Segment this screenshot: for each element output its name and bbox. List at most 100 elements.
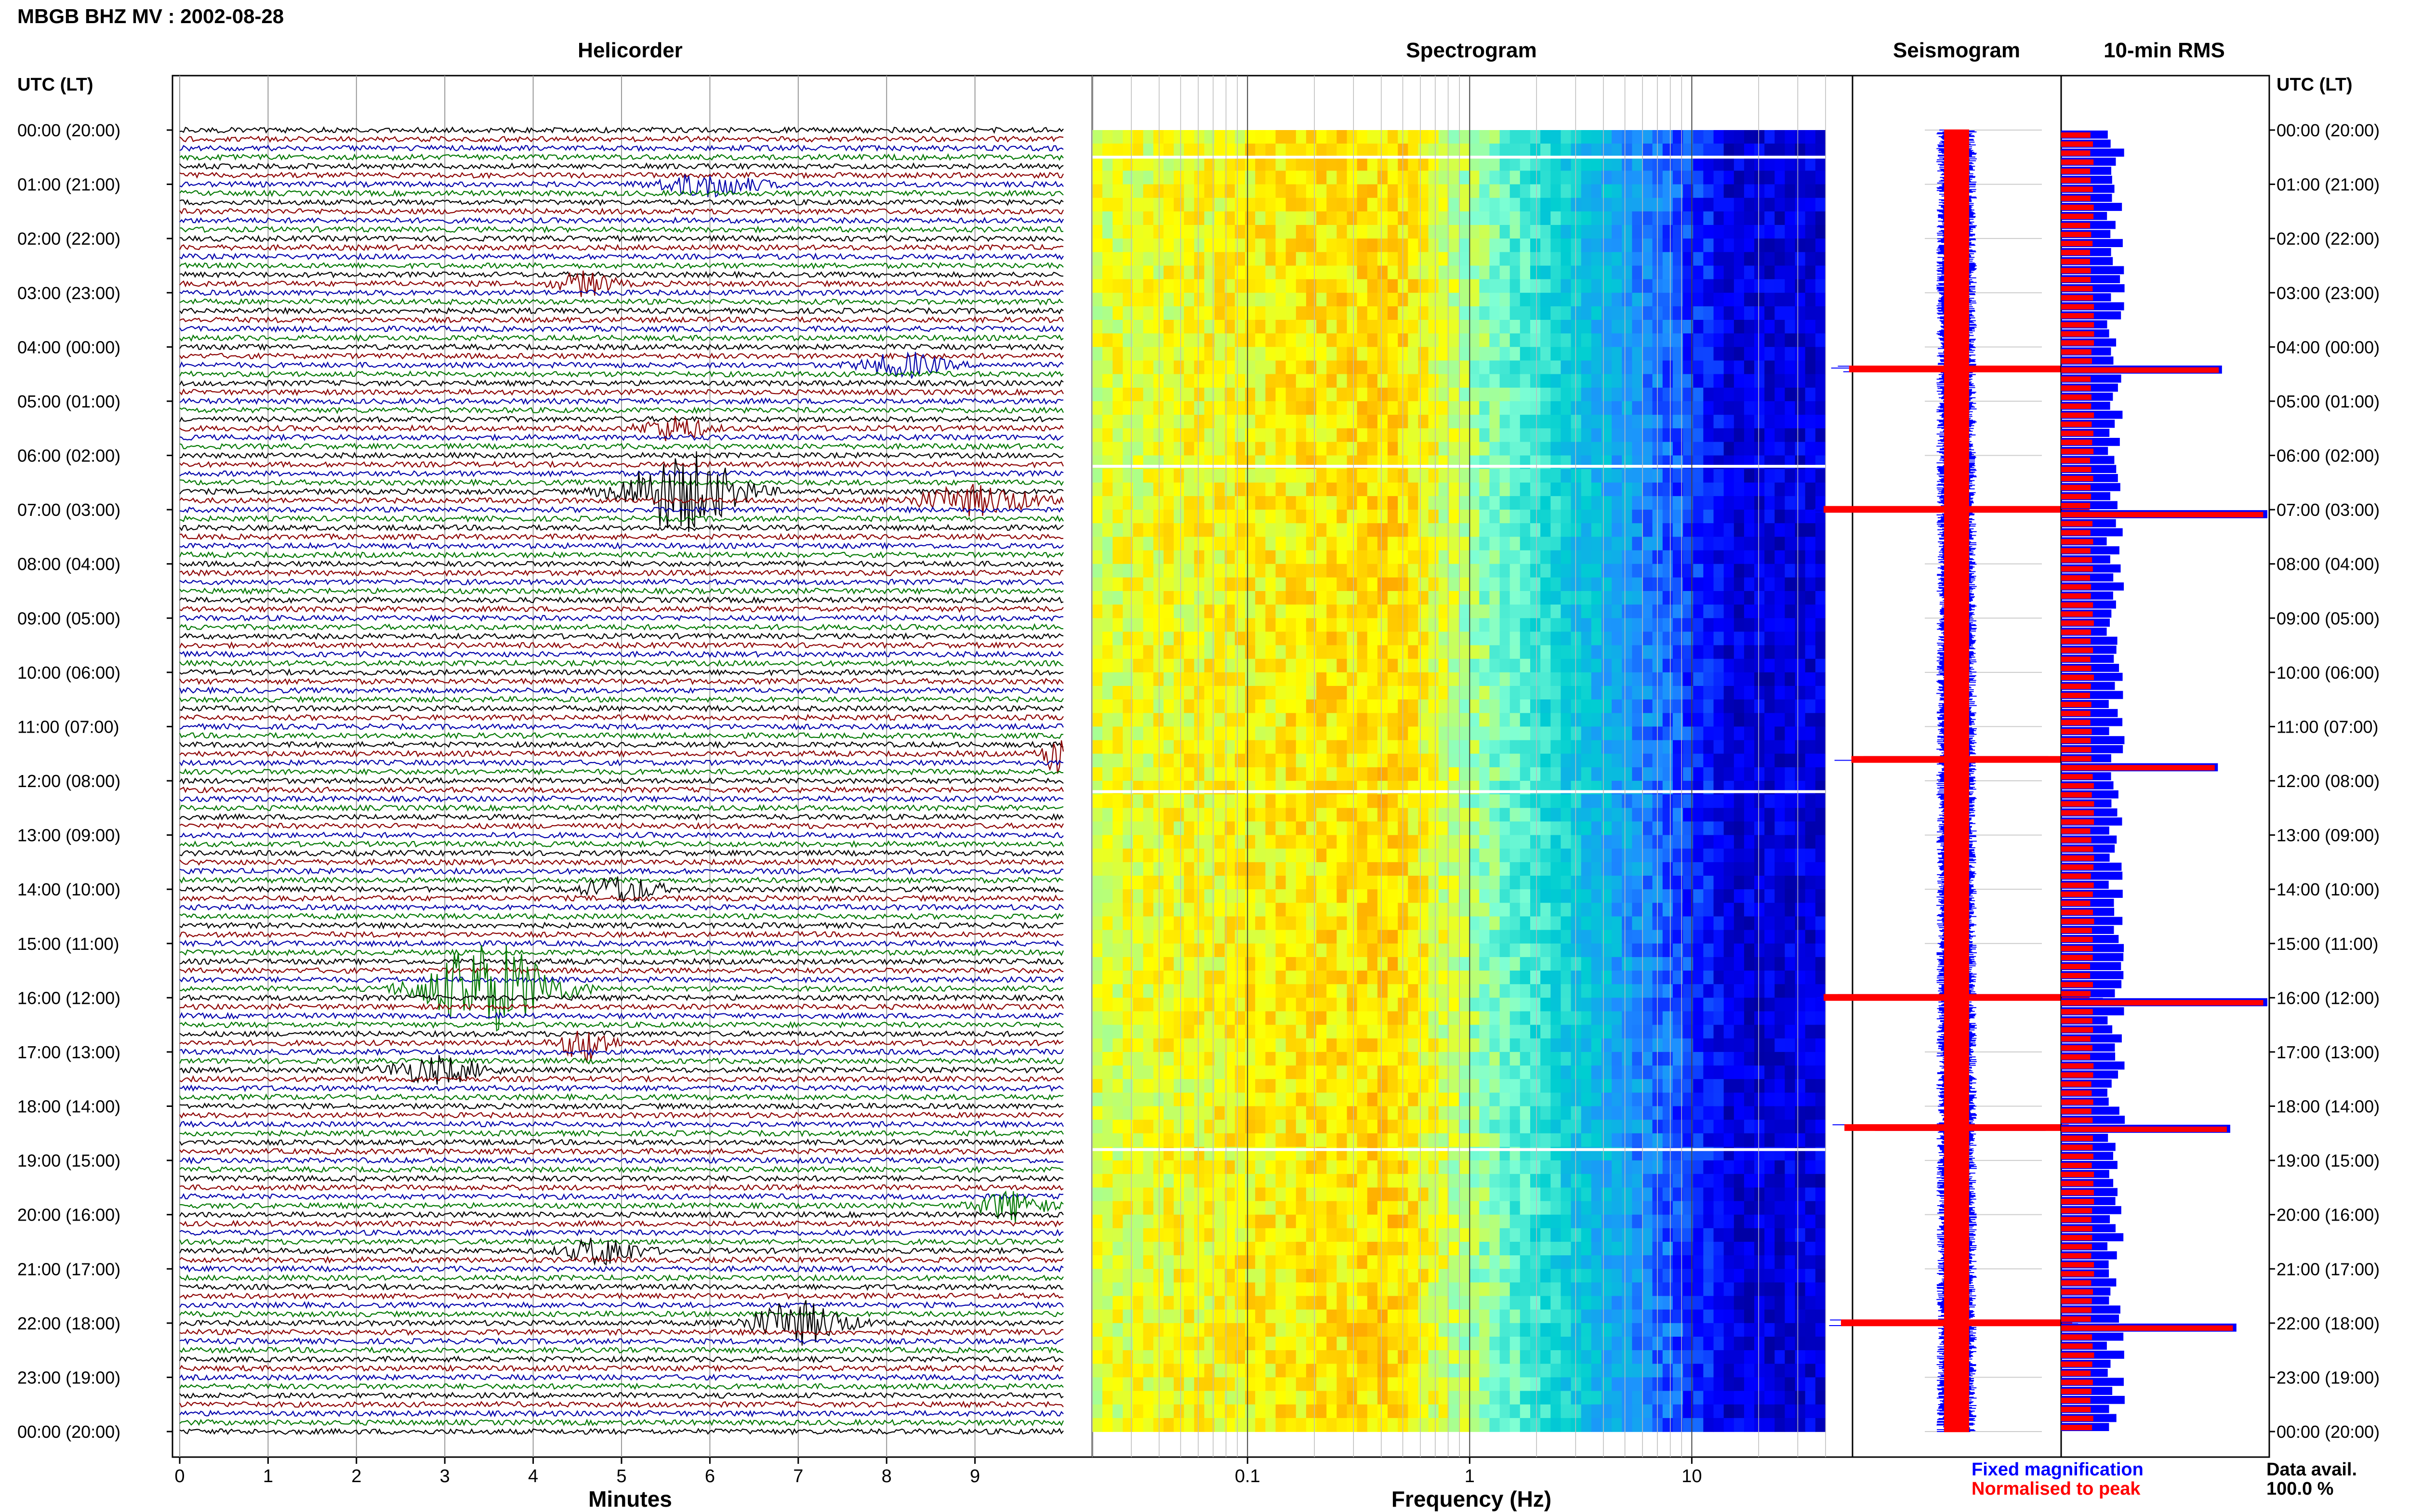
helicorder-trace: [179, 596, 1064, 604]
spectrogram-cell: [1296, 930, 1307, 944]
spectrogram-cell: [1224, 279, 1235, 293]
spectrogram-cell: [1489, 794, 1500, 808]
spectrogram-cell: [1479, 1296, 1490, 1310]
spectrogram-cell: [1377, 1337, 1388, 1351]
spectrogram-cell: [1194, 767, 1205, 781]
spectrogram-cell: [1561, 1025, 1572, 1039]
spectrogram-cell: [1388, 848, 1398, 863]
spectrogram-cell: [1255, 957, 1266, 971]
spectrogram-cell: [1377, 184, 1388, 198]
spectrogram-cell: [1571, 1174, 1582, 1188]
spectrogram-cell: [1357, 794, 1368, 808]
spectrogram-cell: [1418, 876, 1429, 890]
helicorder-trace: [179, 945, 1064, 1032]
spectrogram-cell: [1469, 876, 1480, 890]
spectrogram-cell: [1571, 835, 1582, 849]
spectrogram-cell: [1306, 1079, 1317, 1093]
spectrogram-cell: [1418, 360, 1429, 375]
spectrogram-cell: [1123, 658, 1134, 673]
spectrogram-cell: [1469, 1337, 1480, 1351]
spectrogram-cell: [1285, 740, 1297, 754]
spectrogram-cell: [1214, 496, 1225, 510]
spectrogram-cell: [1133, 157, 1144, 171]
spectrogram-cell: [1245, 347, 1256, 361]
spectrogram-cell: [1234, 1404, 1245, 1419]
spectrogram-cell: [1479, 1323, 1490, 1337]
spectrogram-cell: [1245, 360, 1256, 375]
spectrogram-cell: [1571, 1160, 1582, 1174]
spectrogram-cell: [1143, 238, 1154, 253]
spectrogram-cell: [1112, 943, 1124, 958]
spectrogram-cell: [1153, 1201, 1164, 1215]
spectrogram-cell: [1489, 401, 1500, 415]
spectrogram-cell: [1520, 442, 1531, 456]
spectrogram-cell: [1194, 292, 1205, 307]
spectrogram-cell: [1479, 1282, 1490, 1297]
spectrogram-cell: [1550, 1404, 1562, 1419]
spectrogram-cell: [1326, 943, 1337, 958]
spectrogram-cell: [1092, 618, 1103, 632]
spectrogram-cell: [1184, 1187, 1195, 1202]
spectrogram-cell: [1418, 1038, 1429, 1052]
spectrogram-cell: [1112, 1092, 1124, 1107]
spectrogram-cell: [1326, 658, 1337, 673]
spectrogram-cell: [1459, 821, 1469, 836]
spectrogram-cell: [1123, 645, 1134, 659]
spectrogram-cell: [1275, 631, 1286, 646]
spectrogram-cell: [1489, 984, 1500, 999]
spectrogram-cell: [1316, 1282, 1327, 1297]
spectrogram-cell: [1357, 320, 1368, 334]
spectrogram-cell: [1123, 862, 1134, 876]
spectrogram-cell: [1377, 347, 1388, 361]
spectrogram-cell: [1316, 971, 1327, 985]
spectrogram-cell: [1224, 537, 1235, 551]
spectrogram-cell: [1337, 523, 1348, 538]
spectrogram-cell: [1214, 144, 1225, 158]
spectrogram-cell: [1153, 1119, 1164, 1134]
spectrogram-cell: [1509, 618, 1521, 632]
spectrogram-cell: [1133, 252, 1144, 266]
spectrogram-cell: [1448, 1296, 1459, 1310]
spectrogram-cell: [1550, 726, 1562, 741]
spectrogram-cell: [1245, 916, 1256, 931]
spectrogram-cell: [1143, 957, 1154, 971]
spectrogram-cell: [1184, 686, 1195, 700]
spectrogram-cell: [1550, 1011, 1562, 1026]
spectrogram-cell: [1357, 347, 1368, 361]
spectrogram-cell: [1194, 238, 1205, 253]
spectrogram-cell: [1296, 130, 1307, 144]
spectrogram-cell: [1469, 320, 1480, 334]
spectrogram-cell: [1459, 252, 1469, 266]
spectrogram-cell: [1316, 1269, 1327, 1283]
spectrogram-cell: [1418, 1309, 1429, 1324]
spectrogram-cell: [1143, 1065, 1154, 1079]
spectrogram-cell: [1164, 699, 1174, 713]
spectrogram-cell: [1164, 292, 1174, 307]
spectrogram-cell: [1306, 930, 1317, 944]
spectrogram-cell: [1520, 1404, 1531, 1419]
spectrogram-cell: [1377, 225, 1388, 239]
spectrogram-cell: [1357, 1038, 1368, 1052]
spectrogram-cell: [1133, 767, 1144, 781]
spectrogram-cell: [1265, 658, 1276, 673]
spectrogram-cell: [1224, 876, 1235, 890]
spectrogram-cell: [1438, 347, 1449, 361]
spectrogram-cell: [1591, 1391, 1602, 1405]
spectrogram-cell: [1438, 211, 1449, 225]
spectrogram-cell: [1591, 577, 1602, 592]
spectrogram-cell: [1102, 1282, 1113, 1297]
spectrogram-cell: [1214, 211, 1225, 225]
spectrogram-cell: [1571, 374, 1582, 388]
spectrogram-cell: [1337, 726, 1348, 741]
spectrogram-cell: [1245, 889, 1256, 904]
spectrogram-cell: [1438, 699, 1449, 713]
spectrogram-cell: [1479, 672, 1490, 686]
spectrogram-cell: [1489, 1133, 1500, 1147]
spectrogram-cell: [1174, 1323, 1184, 1337]
helicorder-trace: [179, 840, 1064, 848]
spectrogram-cell: [1255, 1309, 1266, 1324]
spectrogram-cell: [1306, 903, 1317, 917]
spectrogram-cell: [1337, 374, 1348, 388]
spectrogram-cell: [1306, 537, 1317, 551]
spectrogram-cell: [1092, 1133, 1103, 1147]
